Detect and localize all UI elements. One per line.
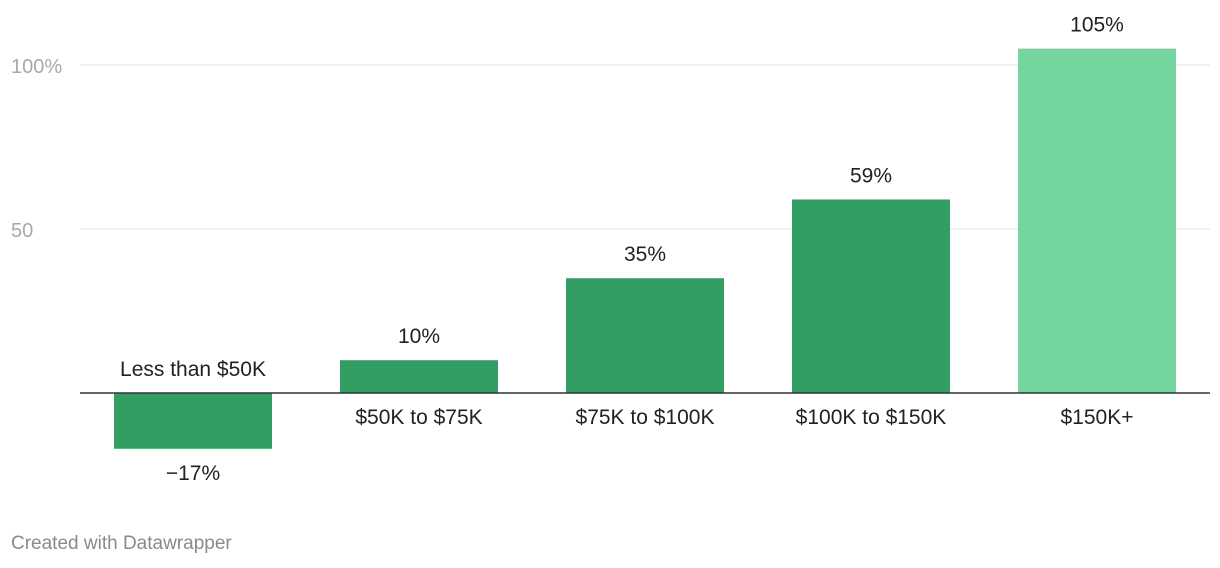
bar-chart: 100% 50 Less than $50K −17% $50K to $75K 10%…: [11, 14, 1210, 485]
bars: [114, 48, 1176, 449]
y-tick-label: 50: [11, 220, 33, 242]
bar: [340, 360, 498, 393]
bar: [566, 278, 724, 393]
value-label: −17%: [166, 462, 220, 485]
y-tick-label: 100%: [11, 56, 62, 78]
category-label: Less than $50K: [120, 358, 266, 381]
bar: [114, 393, 272, 449]
datawrapper-credit: Created with Datawrapper: [11, 533, 232, 554]
value-label: 59%: [850, 164, 892, 187]
category-label: $100K to $150K: [796, 406, 947, 429]
category-label: $150K+: [1061, 406, 1134, 429]
bar: [792, 199, 950, 393]
value-label: 35%: [624, 243, 666, 266]
category-label: $50K to $75K: [355, 406, 482, 429]
value-label: 10%: [398, 325, 440, 348]
category-label: $75K to $100K: [576, 406, 715, 429]
value-label: 105%: [1070, 14, 1124, 37]
bar: [1018, 48, 1176, 393]
labels: Less than $50K −17% $50K to $75K 10% $75K to…: [120, 14, 1133, 485]
